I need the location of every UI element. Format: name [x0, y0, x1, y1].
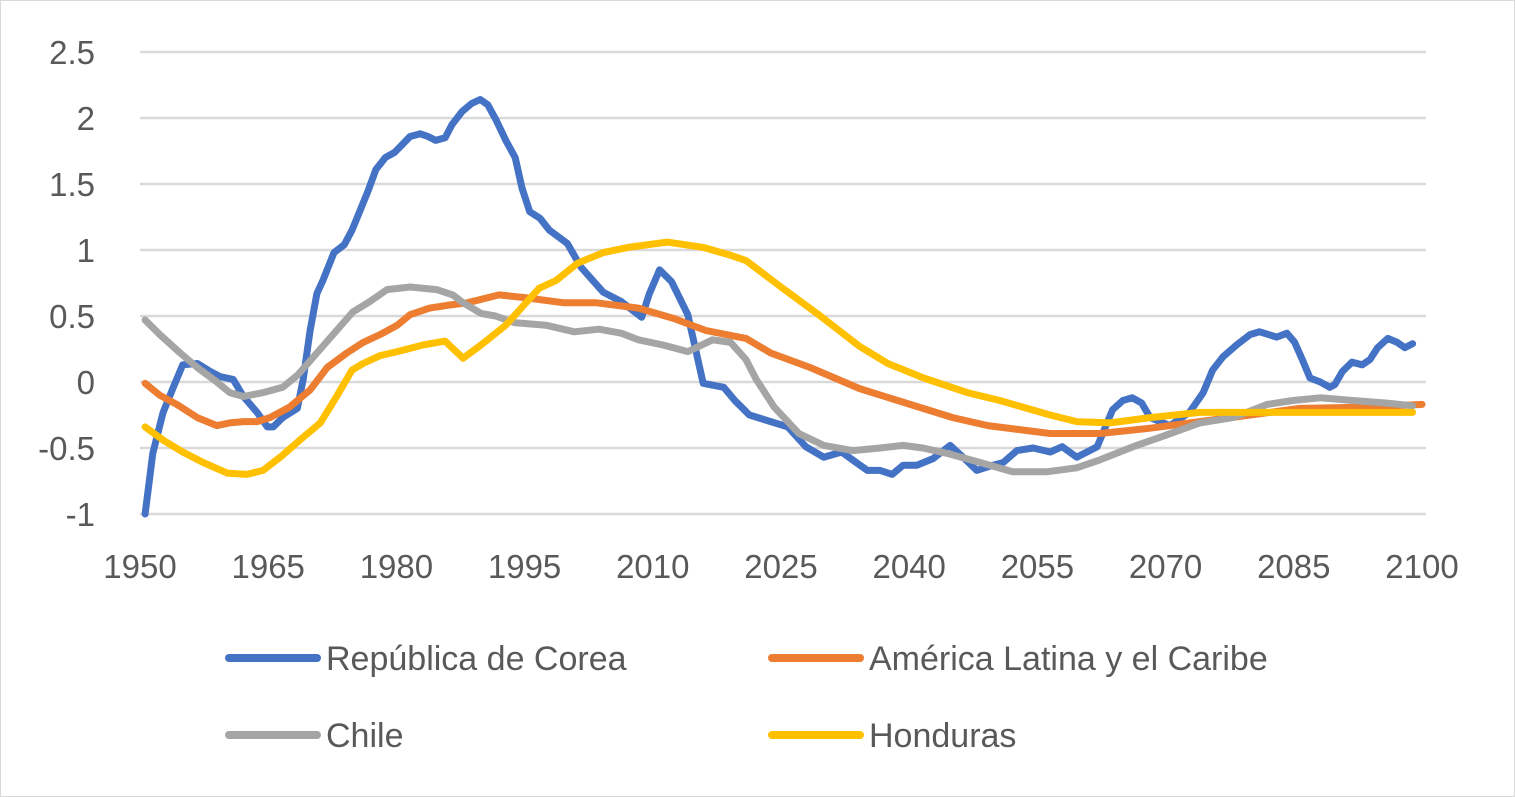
series-line-3	[141, 238, 1417, 478]
y-axis-ticks: 2.5 2 1.5 1 0.5 0 -0.5 -1	[38, 34, 95, 533]
y-tick-label: -1	[66, 496, 95, 533]
legend-label: República de Corea	[326, 640, 627, 678]
legend-label: América Latina y el Caribe	[869, 640, 1268, 678]
x-tick-label: 2010	[616, 548, 689, 585]
gridlines	[140, 50, 1426, 516]
x-tick-label: 2070	[1129, 548, 1202, 585]
x-tick-label: 1980	[360, 548, 433, 585]
y-tick-label: 2	[77, 100, 95, 137]
legend-label: Honduras	[869, 717, 1016, 755]
x-tick-label: 2040	[872, 548, 945, 585]
series-line-2	[141, 283, 1417, 476]
x-axis-ticks: 1950 1965 1980 1995 2010 2025 2040 2055 2070 2085…	[103, 548, 1458, 585]
series-line-0	[141, 96, 1417, 518]
x-tick-label: 1965	[231, 548, 304, 585]
y-tick-label: 1.5	[49, 166, 95, 203]
y-tick-label: 0	[77, 364, 95, 401]
y-tick-label: 1	[77, 232, 95, 269]
x-tick-label: 1995	[488, 548, 561, 585]
y-tick-label: 0.5	[49, 298, 95, 335]
x-tick-label: 2085	[1257, 548, 1330, 585]
legend-label: Chile	[326, 717, 403, 755]
x-tick-label: 1950	[103, 548, 176, 585]
y-tick-label: -0.5	[38, 430, 95, 467]
series-line-1	[141, 291, 1426, 437]
legend: República de Corea América Latina y el Ca…	[225, 640, 1268, 755]
x-tick-label: 2025	[744, 548, 817, 585]
series-lines	[141, 96, 1426, 518]
y-tick-label: 2.5	[49, 34, 95, 71]
x-tick-label: 2055	[1001, 548, 1074, 585]
x-tick-label: 2100	[1385, 548, 1458, 585]
